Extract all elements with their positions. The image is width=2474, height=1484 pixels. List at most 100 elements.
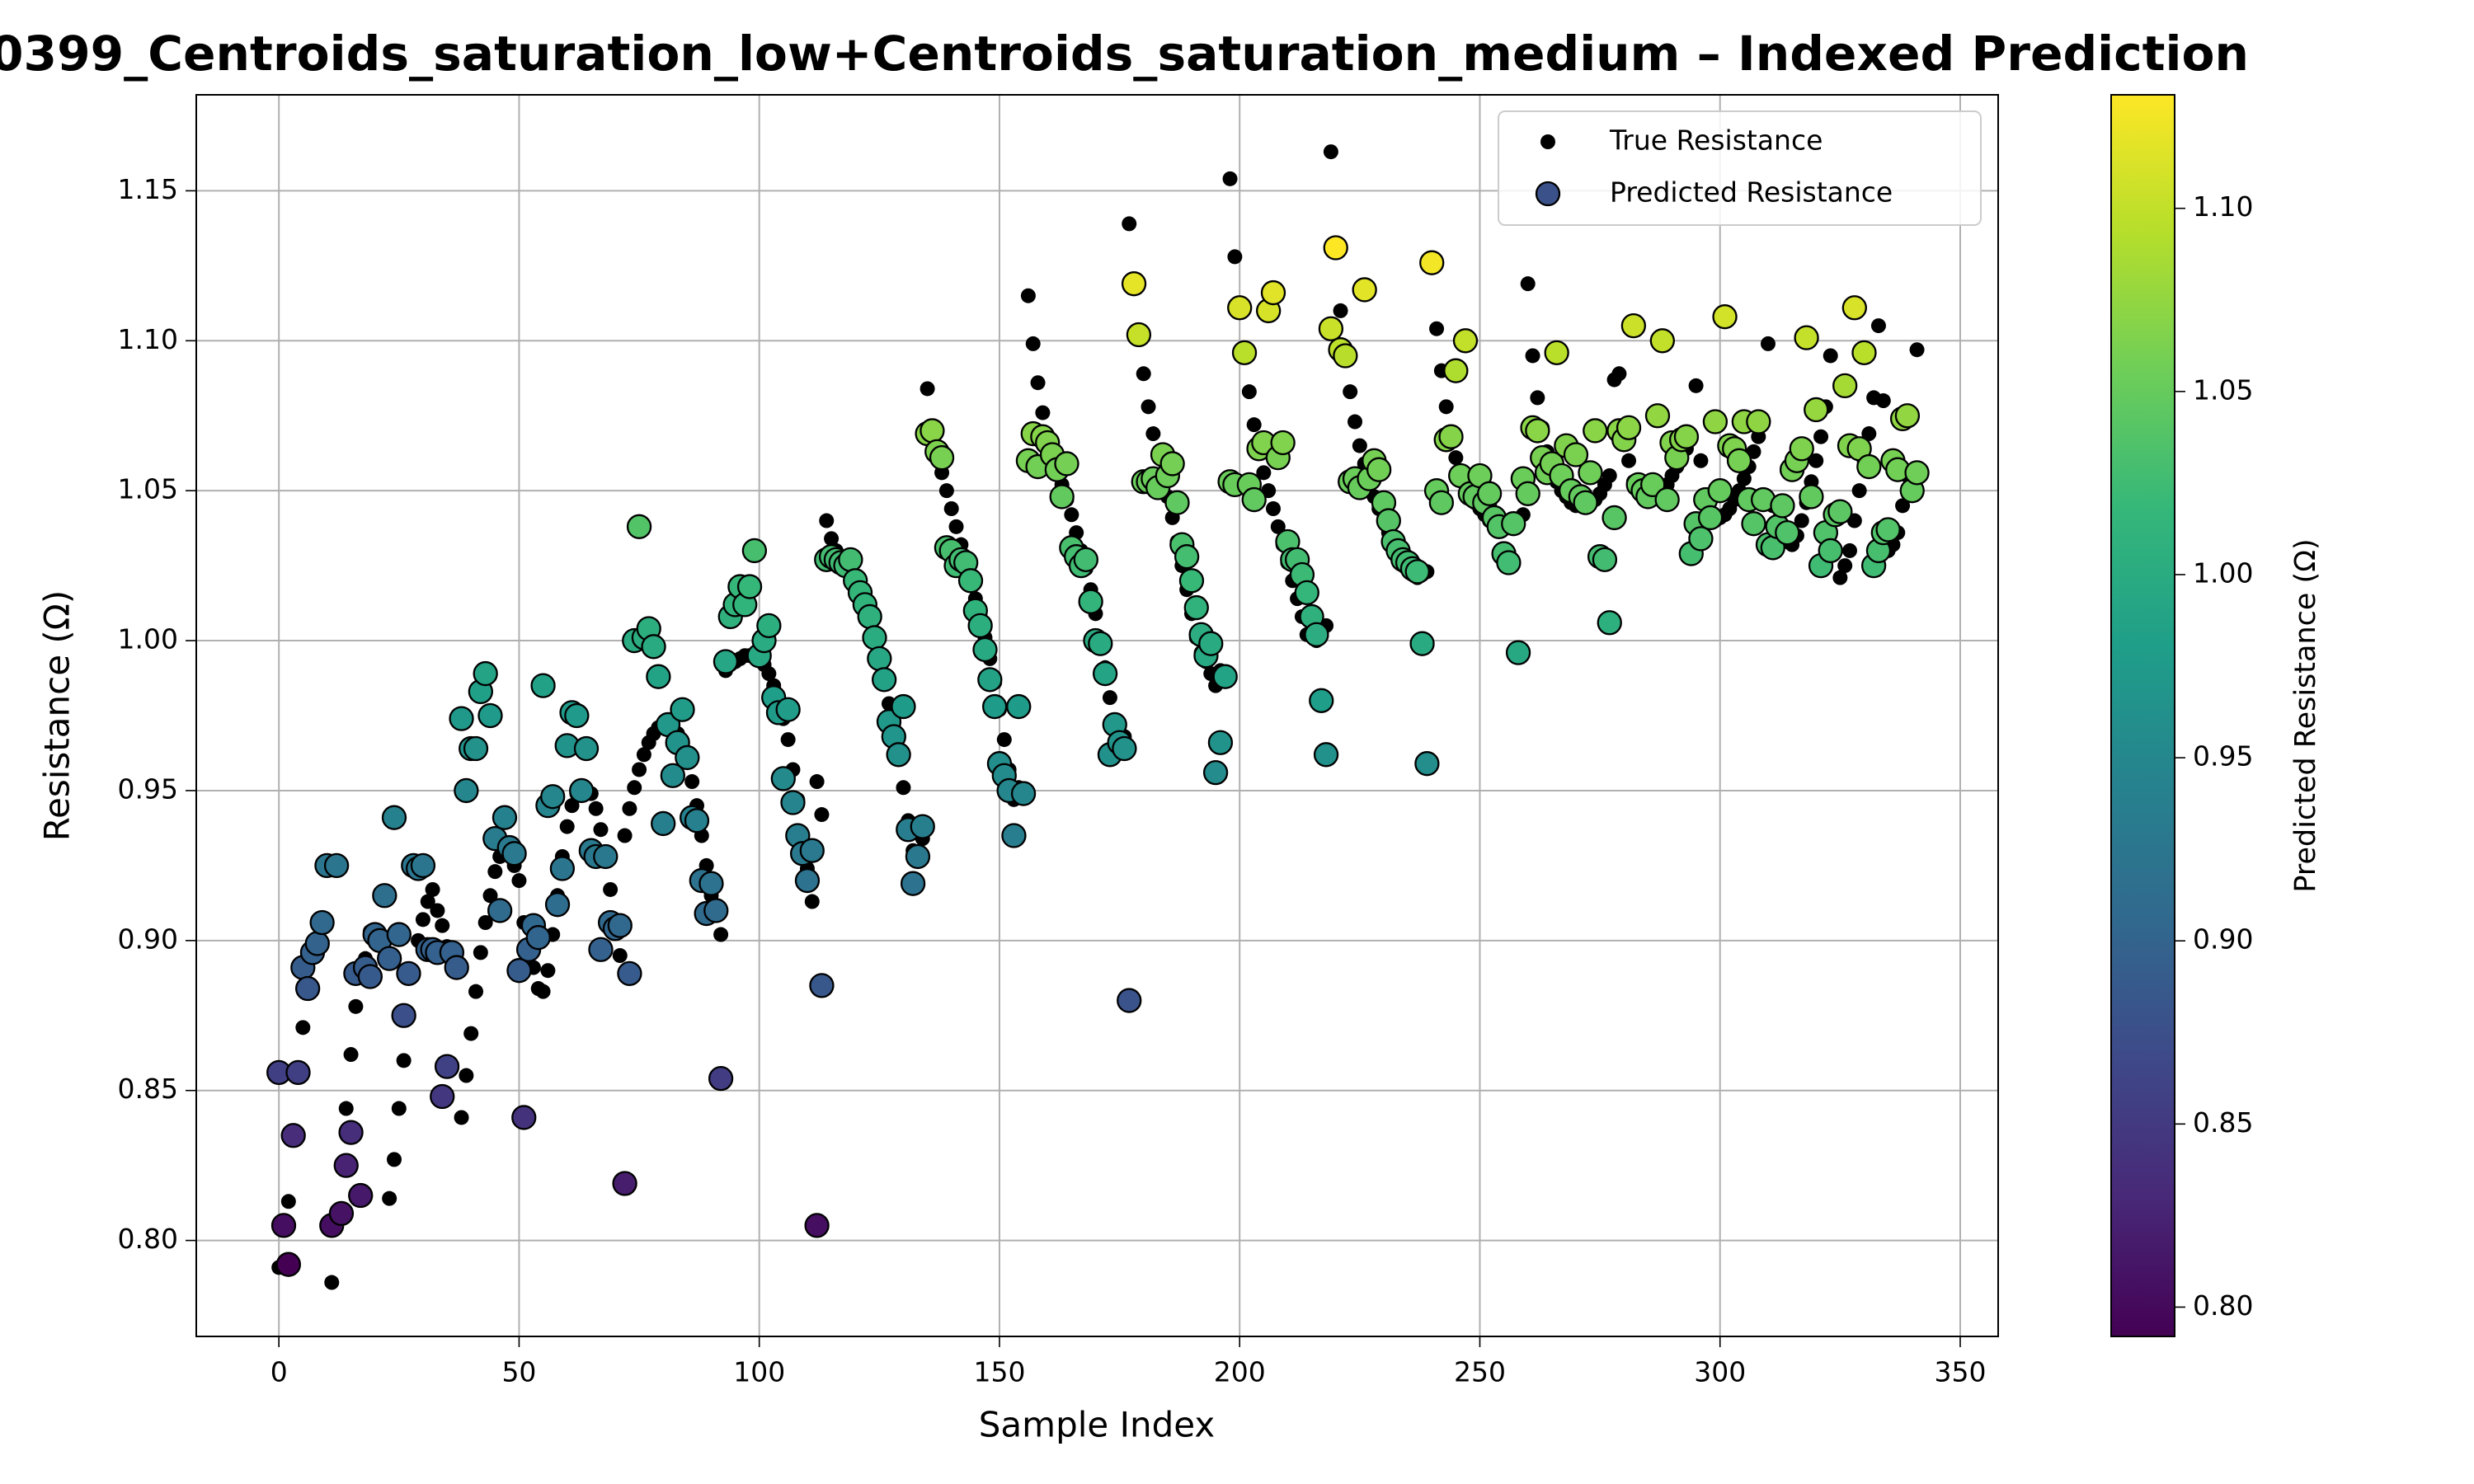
predicted-point [1198,631,1224,656]
true-point [1823,348,1838,364]
colorbar [2110,94,2175,1337]
true-point [454,1110,469,1125]
true-point [1525,348,1540,364]
predicted-point [549,856,576,881]
predicted-point [1231,340,1258,365]
predicted-point [511,1105,537,1130]
predicted-point [1313,742,1339,768]
predicted-point [886,742,911,768]
true-point [1851,483,1867,499]
true-point [391,1101,407,1116]
true-point [382,1190,397,1206]
predicted-point [1799,484,1824,510]
predicted-point [1644,403,1671,429]
true-point [468,984,484,999]
y-tick-label: 1.10 [118,323,178,355]
predicted-point [1318,316,1344,341]
colorbar-tick-label: 0.90 [2193,923,2253,956]
predicted-point [396,960,421,986]
predicted-point [1640,472,1666,498]
predicted-point [1583,418,1608,444]
predicted-point [1654,486,1680,513]
true-point [1736,471,1752,486]
predicted-point [920,418,945,444]
true-point [487,864,503,880]
true-point [280,1194,296,1209]
predicted-point [1770,493,1795,519]
predicted-point [1006,693,1032,720]
true-point [1688,378,1704,393]
predicted-point [957,568,984,594]
predicted-point [1832,373,1858,399]
predicted-point [1438,424,1464,449]
true-point [415,912,430,928]
true-point [1602,467,1617,483]
true-point [1429,321,1445,336]
true-point [1530,390,1545,406]
predicted-point [698,871,724,896]
predicted-point [1333,343,1358,369]
predicted-point [708,1066,734,1092]
true-point [1343,384,1358,400]
y-tick-label: 1.05 [118,473,178,505]
true-point [1621,453,1637,468]
predicted-point [501,841,527,866]
predicted-point [1207,730,1234,755]
predicted-point [333,1153,359,1178]
true-point [559,819,575,834]
true-point [1241,384,1257,400]
x-tick-label: 150 [973,1356,1025,1388]
predicted-point [1376,508,1401,533]
predicted-point [804,1213,830,1238]
true-point [1145,426,1161,442]
predicted-point [770,766,796,791]
predicted-point [1827,499,1853,524]
true-point [1448,450,1464,466]
predicted-point [1227,295,1253,321]
predicted-point [713,649,739,674]
predicted-point [1746,409,1771,434]
predicted-point [1092,660,1118,687]
predicted-point [1121,271,1147,297]
true-point [1020,288,1036,303]
true-point [396,1053,412,1068]
true-point [535,984,551,999]
predicted-point [1309,688,1334,713]
predicted-point [1419,250,1445,275]
predicted-point [544,892,571,918]
predicted-point [1597,610,1622,636]
legend-label: True Resistance [1609,124,1823,157]
predicted-point [1212,664,1238,689]
predicted-point [1001,823,1027,848]
predicted-point [838,547,863,572]
colorbar-tick-label: 1.05 [2193,373,2253,406]
legend-marker [1540,134,1555,149]
predicted-point [294,975,321,1002]
predicted-point [646,664,671,689]
true-point [996,732,1012,748]
true-point [459,1068,474,1083]
predicted-point [285,1059,311,1086]
x-tick-label: 100 [733,1356,785,1388]
true-point [824,531,840,547]
predicted-point [1476,481,1503,506]
predicted-point [1126,322,1152,348]
true-point [348,998,364,1014]
true-point [1064,507,1079,523]
predicted-point [304,931,330,956]
plot-frame [195,94,1999,1337]
legend-marker [1535,181,1561,207]
predicted-point [348,1182,374,1209]
colorbar-tick-label: 1.10 [2193,190,2253,223]
predicted-point [981,693,1008,720]
predicted-point [641,634,666,660]
x-tick-label: 0 [270,1356,288,1388]
predicted-point [1496,550,1522,575]
true-point [1035,405,1051,420]
predicted-point [1414,751,1440,777]
predicted-point [1112,735,1137,762]
predicted-point [1270,430,1296,456]
true-point [1348,414,1363,430]
predicted-point [492,805,518,830]
